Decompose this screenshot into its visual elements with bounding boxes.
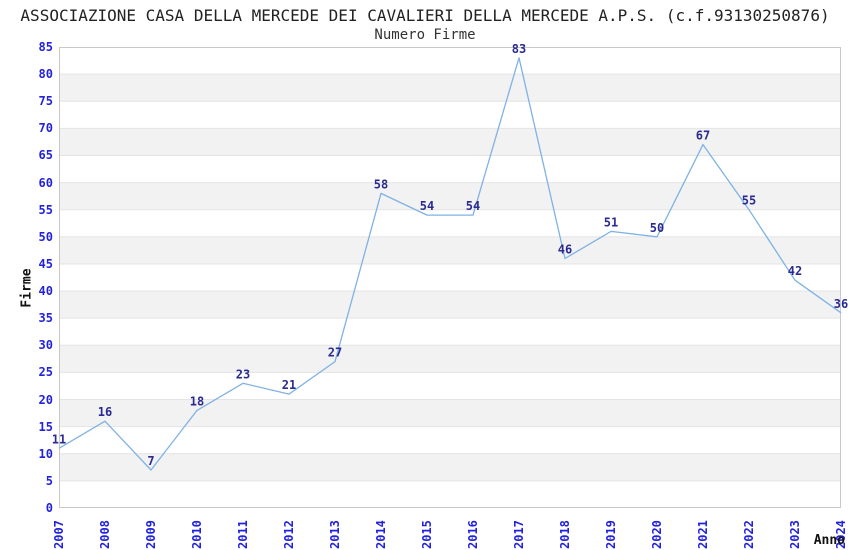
grid-band (59, 453, 841, 481)
y-tick-label: 35 (38, 311, 53, 326)
x-axis-title: Anno (813, 533, 845, 548)
y-tick-label: 80 (38, 67, 53, 82)
data-point-label: 42 (788, 264, 802, 278)
y-tick-label: 10 (38, 446, 53, 461)
chart-title: ASSOCIAZIONE CASA DELLA MERCEDE DEI CAVA… (20, 6, 830, 25)
y-tick-label: 30 (38, 338, 53, 353)
grid-band (59, 74, 841, 102)
y-tick-label: 0 (45, 501, 53, 515)
x-tick-label: 2021 (696, 520, 710, 549)
x-tick-label: 2014 (374, 520, 388, 549)
data-point-label: 54 (466, 199, 480, 213)
y-tick-label: 45 (38, 256, 53, 271)
data-point-label: 51 (604, 215, 618, 229)
plot-border (59, 47, 841, 508)
y-tick-label: 25 (38, 365, 53, 380)
x-tick-label: 2013 (328, 520, 342, 549)
x-tick-label: 2012 (282, 520, 296, 549)
x-tick-label: 2022 (742, 520, 756, 549)
y-tick-label: 70 (38, 121, 53, 136)
y-tick-label: 15 (38, 419, 53, 434)
x-tick-label: 2019 (604, 520, 618, 549)
y-tick-label: 75 (38, 94, 53, 109)
data-point-label: 50 (650, 221, 664, 235)
y-tick-label: 40 (38, 284, 53, 299)
x-tick-label: 2010 (190, 520, 204, 549)
x-tick-label: 2015 (420, 520, 434, 549)
data-point-label: 36 (834, 297, 848, 311)
grid-band (59, 399, 841, 427)
y-tick-label: 55 (38, 202, 53, 217)
line-series (58, 57, 842, 471)
y-tick-label: 50 (38, 229, 53, 244)
grid-band (59, 345, 841, 373)
plot-svg: 11 16 7 18 23 21 27 58 54 54 83 46 51 50 67 55 42 36 (52, 42, 848, 508)
grid-band (59, 291, 841, 319)
y-tick-label: 60 (38, 175, 53, 190)
data-point-label: 18 (190, 394, 204, 408)
data-point-label: 46 (558, 243, 572, 257)
x-tick-label: 2023 (788, 520, 802, 549)
data-point-label: 21 (282, 378, 296, 392)
x-tick-label: 2007 (52, 520, 66, 549)
grid-band (59, 128, 841, 156)
grid-band (59, 182, 841, 210)
data-point-label: 58 (374, 177, 388, 191)
data-point-label: 55 (742, 194, 756, 208)
data-point-label: 16 (98, 405, 112, 419)
data-point-label: 54 (420, 199, 434, 213)
x-tick-label: 2017 (512, 520, 526, 549)
x-tick-label: 2009 (144, 520, 158, 549)
data-point-label: 11 (52, 432, 66, 446)
x-tick-label: 2008 (98, 520, 112, 549)
x-tick-label: 2016 (466, 520, 480, 549)
data-point-label: 83 (512, 42, 526, 56)
y-tick-label: 65 (38, 148, 53, 163)
plot-area: 11 16 7 18 23 21 27 58 54 54 83 46 51 50 67 55 42 36 (52, 42, 848, 508)
y-tick-label: 20 (38, 392, 53, 407)
y-tick-label: 85 (38, 40, 53, 54)
data-point-label: 7 (147, 454, 154, 468)
y-tick-label: 5 (45, 473, 53, 488)
grid-band (59, 236, 841, 264)
chart-subtitle: Numero Firme (374, 27, 476, 43)
x-tick-label: 2011 (236, 520, 250, 549)
data-point-label: 67 (696, 129, 710, 143)
data-point-label: 27 (328, 346, 342, 360)
x-tick-label: 2018 (558, 520, 572, 549)
data-point-label: 23 (236, 367, 250, 381)
x-tick-label: 2020 (650, 520, 664, 549)
